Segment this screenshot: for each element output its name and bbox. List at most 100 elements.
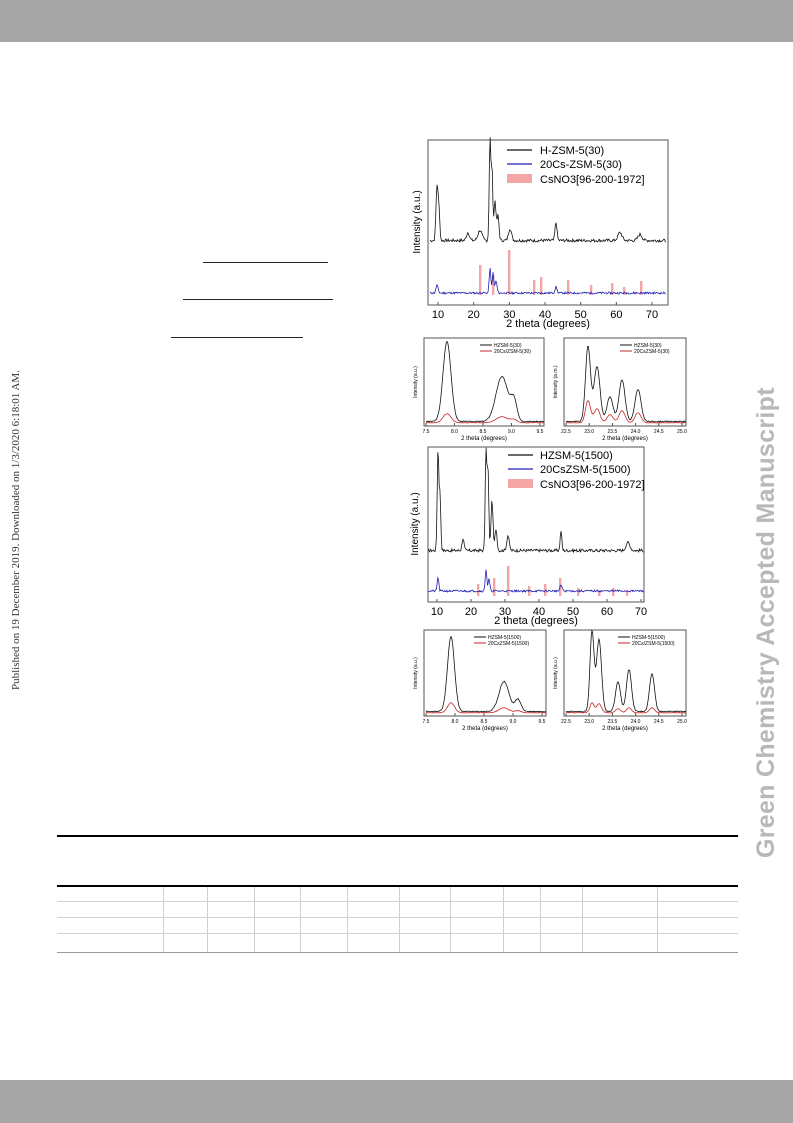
reference-peak <box>507 566 510 596</box>
x-tick-label: 23.5 <box>608 429 618 435</box>
svg-text:2 theta (degrees): 2 theta (degrees) <box>602 436 648 442</box>
x-tick-label: 50 <box>575 309 587 321</box>
svg-text:20CsZSM-5(1500): 20CsZSM-5(1500) <box>540 464 630 476</box>
svg-text:2 theta (degrees): 2 theta (degrees) <box>462 726 508 732</box>
table-column-divider <box>503 887 504 952</box>
x-tick-label: 9.0 <box>510 719 517 725</box>
x-tick-label: 30 <box>499 606 511 618</box>
svg-text:2 theta (degrees): 2 theta (degrees) <box>602 726 648 732</box>
x-tick-label: 22.5 <box>561 719 571 725</box>
x-tick-label: 23.5 <box>608 719 618 725</box>
svg-text:HZSM-5(1500): HZSM-5(1500) <box>488 635 521 641</box>
svg-text:HZSM-5(1500): HZSM-5(1500) <box>632 635 665 641</box>
svg-text:CsNO3[96-200-1972]: CsNO3[96-200-1972] <box>540 479 645 491</box>
table-column-divider <box>254 887 255 952</box>
x-tick-label: 10 <box>431 606 443 618</box>
xrd-figure-b: 10 20 30 40 50 60 70 Intensity (a.u.) 2 theta … <box>410 446 647 627</box>
publication-note: Published on 19 December 2019. Downloade… <box>10 370 22 690</box>
reference-peak <box>493 578 496 596</box>
reference-peak <box>492 275 495 295</box>
table-column-divider <box>347 887 348 952</box>
x-tick-label: 24.5 <box>654 429 664 435</box>
x-tick-label: 30 <box>503 309 515 321</box>
svg-text:2 theta (degrees): 2 theta (degrees) <box>461 436 507 442</box>
svg-text:HZSM-5(30): HZSM-5(30) <box>634 343 662 349</box>
accepted-manuscript-watermark: Green Chemistry Accepted Manuscript <box>752 387 780 858</box>
table-column-divider <box>207 887 208 952</box>
svg-text:Intensity (a.m.): Intensity (a.m.) <box>553 365 559 398</box>
svg-text:Intensity (a.u.): Intensity (a.u.) <box>413 366 419 398</box>
svg-text:HZSM-5(1500): HZSM-5(1500) <box>540 450 613 462</box>
reference-peak <box>567 280 570 295</box>
legend-item: 20Cs-ZSM-5(30) <box>540 159 622 171</box>
reference-peak <box>479 265 482 295</box>
reference-peak <box>598 590 601 596</box>
svg-text:Intensity (a.u.): Intensity (a.u.) <box>413 657 419 689</box>
reference-peak <box>640 281 643 295</box>
legend-item: CsNO3[96-200-1972] <box>540 174 645 186</box>
footer-bar <box>0 1080 793 1123</box>
x-tick-label: 40 <box>539 309 551 321</box>
svg-text:20Cs/ZSM-5(30): 20Cs/ZSM-5(30) <box>494 349 531 355</box>
x-tick-label: 23.0 <box>584 429 594 435</box>
header-bar <box>0 0 793 42</box>
x-tick-label: 25.0 <box>677 429 687 435</box>
y-axis-label: Intensity (a.u.) <box>412 190 423 253</box>
x-tick-label: 8.5 <box>481 719 488 725</box>
x-tick-label: 8.0 <box>451 429 458 435</box>
legend: H-ZSM-5(30) 20Cs-ZSM-5(30) CsNO3[96-200-… <box>507 145 645 186</box>
reference-peak <box>477 584 480 596</box>
x-tick-label: 8.5 <box>480 429 487 435</box>
reference-peak <box>540 277 543 295</box>
x-tick-label: 9.5 <box>539 719 546 725</box>
x-tick-label: 40 <box>533 606 545 618</box>
x-tick-label: 24.0 <box>631 429 641 435</box>
x-tick-label: 60 <box>610 309 622 321</box>
reference-peak <box>544 584 547 596</box>
svg-text:Intensity (a.u.): Intensity (a.u.) <box>553 657 559 689</box>
table-column-divider <box>582 887 583 952</box>
x-axis-label: 2 theta (degrees) <box>506 318 590 330</box>
table-column-divider <box>399 887 400 952</box>
reference-peak <box>590 285 593 295</box>
svg-text:2 theta (degrees): 2 theta (degrees) <box>494 615 578 627</box>
reference-peak <box>508 250 511 295</box>
xrd-zoom-a1: 7.5 8.0 8.5 9.0 9.5 Intensity (a.u.) 2 theta… <box>413 337 545 442</box>
svg-text:20CsZSM-5(1500): 20CsZSM-5(1500) <box>488 641 529 647</box>
x-tick-label: 10 <box>432 309 444 321</box>
x-tick-label: 9.0 <box>508 429 515 435</box>
reference-peak <box>533 280 536 295</box>
x-tick-label: 70 <box>646 309 658 321</box>
x-tick-label: 9.5 <box>537 429 544 435</box>
legend-item: H-ZSM-5(30) <box>540 145 604 157</box>
text-underline <box>203 262 328 263</box>
x-tick-label: 24.0 <box>631 719 641 725</box>
x-tick-label: 60 <box>601 606 613 618</box>
reference-peak <box>611 283 614 295</box>
x-tick-label: 8.0 <box>452 719 459 725</box>
reference-peak <box>626 590 629 596</box>
xrd-zoom-b1: 7.5 8.0 8.5 9.0 9.5 Intensity (a.u.) 2 theta… <box>413 629 547 732</box>
x-tick-label: 7.5 <box>423 719 430 725</box>
x-tick-label: 22.5 <box>561 429 571 435</box>
svg-text:Intensity (a.u.): Intensity (a.u.) <box>410 492 421 555</box>
table-column-divider <box>657 887 658 952</box>
table-column-divider <box>163 887 164 952</box>
reference-peak <box>577 588 580 596</box>
table-column-divider <box>450 887 451 952</box>
x-tick-label: 24.5 <box>654 719 664 725</box>
x-tick-label: 20 <box>465 606 477 618</box>
x-tick-label: 7.5 <box>423 429 430 435</box>
x-tick-label: 25.0 <box>677 719 687 725</box>
text-underline <box>183 299 333 300</box>
xrd-figure-a: 10 20 30 40 50 60 70 Intensity (a.u.) 2 theta … <box>412 137 669 330</box>
x-tick-label: 20 <box>468 309 480 321</box>
text-underline <box>171 337 303 338</box>
x-tick-label: 23.0 <box>584 719 594 725</box>
svg-text:HZSM-5(30): HZSM-5(30) <box>494 343 522 349</box>
x-tick-label: 50 <box>567 606 579 618</box>
reference-peak <box>623 287 626 295</box>
reference-peak <box>612 588 615 596</box>
svg-text:20Cs/ZSM-5(1500): 20Cs/ZSM-5(1500) <box>632 641 675 647</box>
table-column-divider <box>540 887 541 952</box>
